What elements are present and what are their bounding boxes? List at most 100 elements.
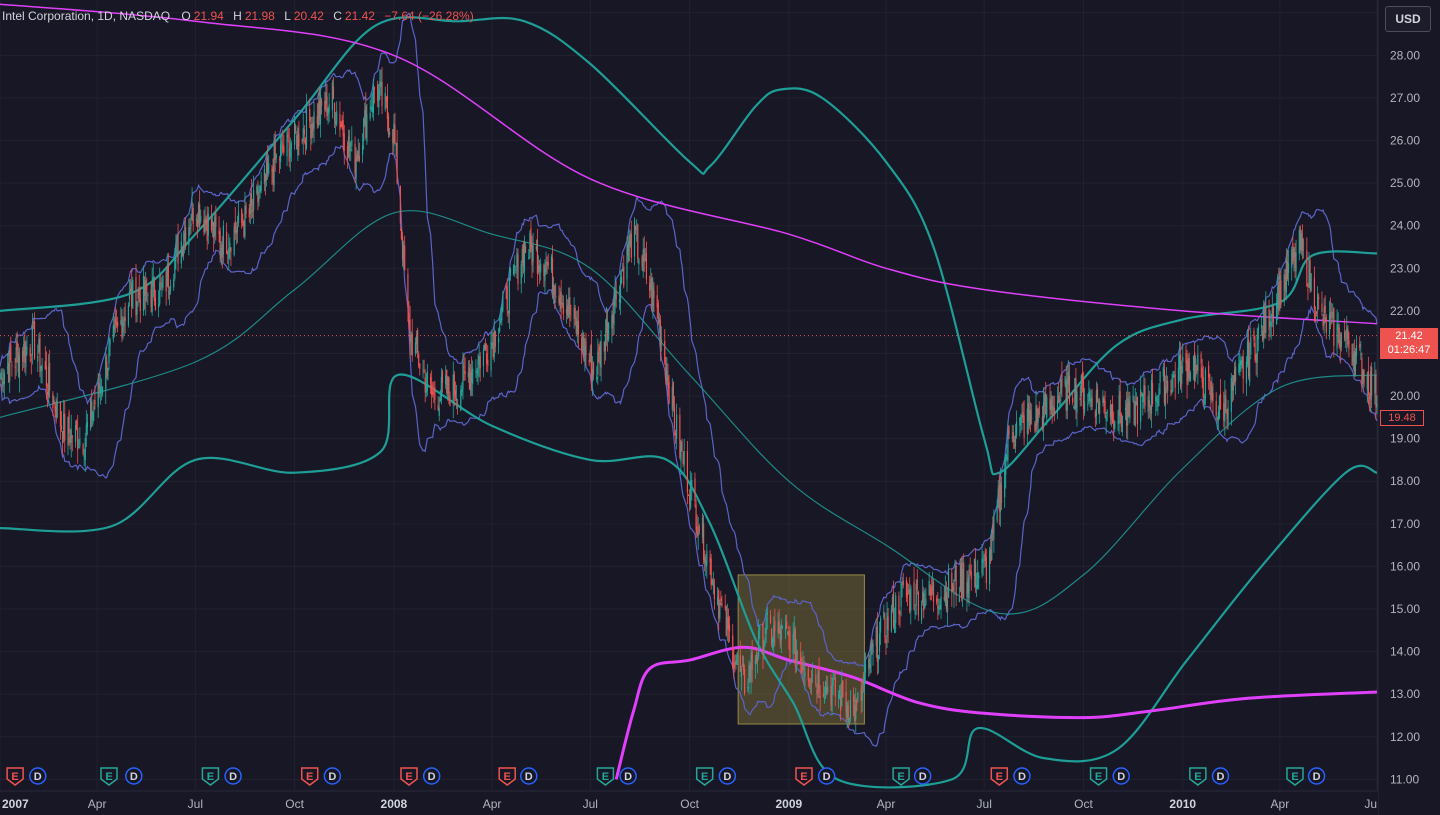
candle-body — [1292, 243, 1294, 262]
candle-body — [939, 605, 941, 610]
dividend-marker[interactable]: D — [1211, 767, 1230, 785]
earnings-marker[interactable]: E — [6, 767, 24, 786]
candle-body — [695, 504, 697, 530]
candle-body — [826, 687, 828, 693]
candle-body — [969, 569, 971, 572]
lower-moving-average — [614, 645, 1378, 780]
candle-body — [701, 517, 704, 538]
dividend-marker[interactable]: D — [619, 767, 637, 785]
time-tick-label: 2009 — [776, 797, 803, 811]
dividend-marker[interactable]: D — [29, 767, 47, 785]
candle-body — [168, 290, 171, 295]
candle-body — [449, 395, 451, 407]
candle-body — [666, 370, 668, 382]
candle-body — [774, 620, 776, 632]
candle-body — [1263, 307, 1265, 341]
candle-body — [1181, 365, 1183, 384]
price-tick-label: 19.00 — [1390, 432, 1420, 446]
dividend-marker[interactable]: D — [1112, 767, 1130, 785]
candle-body — [1140, 389, 1142, 422]
earnings-marker[interactable]: E — [498, 767, 516, 786]
symbol-legend: Intel Corporation, 1D, NASDAQ O 21.94 H 21… — [2, 9, 480, 23]
earnings-marker[interactable]: E — [1089, 767, 1108, 786]
candle-body — [1362, 370, 1364, 381]
candle-body — [1129, 395, 1131, 419]
earnings-marker[interactable]: E — [596, 767, 615, 786]
candle-body — [1323, 306, 1325, 325]
earnings-marker[interactable]: E — [990, 767, 1009, 786]
candle-body — [1013, 439, 1016, 442]
currency-button[interactable]: USD — [1385, 6, 1431, 32]
candle-body — [1203, 398, 1205, 404]
candle-body — [1219, 393, 1222, 409]
candle-body — [728, 624, 731, 632]
candle-body — [1197, 354, 1199, 372]
candle-body — [1309, 260, 1311, 290]
candlestick-series — [0, 67, 1378, 733]
candle-body — [853, 696, 855, 703]
dividend-marker[interactable]: D — [125, 767, 143, 785]
dividend-marker[interactable]: D — [1013, 767, 1031, 785]
candle-body — [364, 110, 366, 125]
candle-body — [1366, 373, 1368, 390]
candle-body — [582, 333, 584, 352]
candle-body — [440, 376, 442, 401]
candle-body — [282, 144, 284, 152]
candle-body — [434, 387, 436, 400]
candle-body — [884, 617, 886, 638]
candle-body — [84, 438, 86, 461]
candle-body — [220, 248, 222, 257]
dividend-marker[interactable]: D — [422, 767, 441, 785]
earnings-marker[interactable]: E — [100, 767, 118, 786]
earnings-marker[interactable]: E — [1286, 767, 1304, 786]
candle-body — [1109, 405, 1112, 418]
earnings-marker[interactable]: E — [892, 767, 910, 786]
dividend-marker[interactable]: D — [224, 767, 242, 785]
dividend-marker[interactable]: D — [718, 767, 737, 785]
candle-body — [339, 114, 341, 130]
dividend-marker[interactable]: D — [520, 767, 538, 785]
dividend-marker[interactable]: D — [323, 767, 342, 785]
candle-body — [676, 414, 678, 439]
candle-body — [982, 559, 984, 563]
candle-body — [1124, 408, 1127, 410]
earnings-marker[interactable]: E — [400, 767, 418, 786]
candle-body — [832, 678, 834, 687]
candle-body — [470, 369, 473, 383]
earnings-marker[interactable]: E — [201, 767, 220, 786]
dividend-marker[interactable]: D — [817, 767, 836, 785]
candle-body — [415, 335, 418, 345]
candle-body — [1315, 311, 1318, 314]
candle-body — [614, 287, 616, 307]
price-axis[interactable]: 29.0028.0027.0026.0025.0024.0023.0022.00… — [1377, 0, 1440, 815]
candle-body — [877, 656, 880, 660]
time-axis[interactable]: 2007 Apr Jul Oct 2008 Apr Jul Oct 2009 Apr Jul Oct 2… — [0, 790, 1378, 815]
candle-body — [1300, 233, 1303, 251]
candle-body — [1185, 352, 1187, 364]
candle-body — [1216, 417, 1218, 419]
candle-body — [947, 571, 950, 598]
candle-body — [703, 523, 705, 560]
symbol-title[interactable]: Intel Corporation, 1D, NASDAQ — [2, 9, 171, 23]
dividend-marker[interactable]: D — [913, 767, 932, 785]
candle-body — [469, 372, 472, 391]
dividend-marker[interactable]: D — [1307, 767, 1326, 785]
candle-body — [1225, 398, 1227, 409]
earnings-marker[interactable]: E — [300, 767, 319, 786]
candle-body — [258, 196, 260, 200]
earnings-marker[interactable]: E — [795, 767, 813, 786]
candle-body — [1249, 357, 1251, 383]
candle-body — [719, 602, 721, 619]
earnings-marker[interactable]: E — [1189, 767, 1207, 786]
candle-body — [195, 218, 198, 221]
candle-body — [394, 125, 396, 143]
candle-body — [1298, 230, 1300, 254]
candle-body — [1075, 378, 1077, 409]
earnings-marker[interactable]: E — [695, 767, 714, 786]
candle-body — [380, 81, 382, 86]
event-letter: E — [306, 771, 313, 783]
candle-body — [679, 414, 681, 458]
